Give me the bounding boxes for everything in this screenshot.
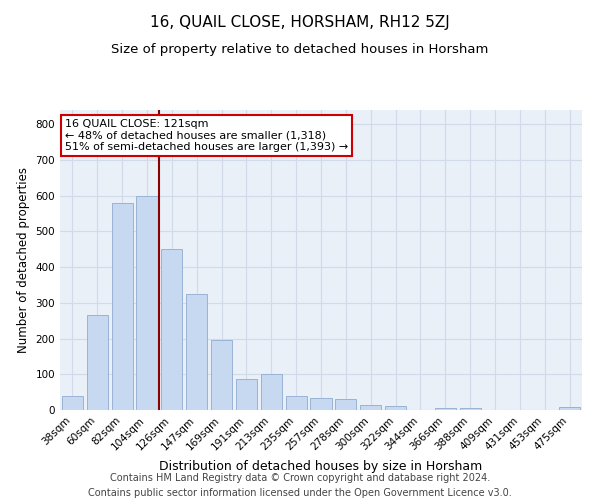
Y-axis label: Number of detached properties: Number of detached properties bbox=[17, 167, 30, 353]
Bar bbox=[186, 294, 207, 410]
Bar bbox=[385, 406, 406, 410]
Bar bbox=[161, 250, 182, 410]
Bar bbox=[236, 378, 257, 410]
X-axis label: Distribution of detached houses by size in Horsham: Distribution of detached houses by size … bbox=[160, 460, 482, 473]
Bar bbox=[112, 203, 133, 410]
Text: 16 QUAIL CLOSE: 121sqm
← 48% of detached houses are smaller (1,318)
51% of semi-: 16 QUAIL CLOSE: 121sqm ← 48% of detached… bbox=[65, 119, 349, 152]
Bar bbox=[87, 316, 108, 410]
Text: Size of property relative to detached houses in Horsham: Size of property relative to detached ho… bbox=[112, 42, 488, 56]
Bar bbox=[261, 374, 282, 410]
Bar bbox=[136, 196, 158, 410]
Bar bbox=[335, 398, 356, 410]
Bar bbox=[435, 408, 456, 410]
Bar bbox=[62, 396, 83, 410]
Bar bbox=[310, 398, 332, 410]
Bar bbox=[460, 408, 481, 410]
Bar bbox=[559, 407, 580, 410]
Bar bbox=[286, 396, 307, 410]
Text: Contains HM Land Registry data © Crown copyright and database right 2024.
Contai: Contains HM Land Registry data © Crown c… bbox=[88, 472, 512, 498]
Bar bbox=[360, 406, 381, 410]
Text: 16, QUAIL CLOSE, HORSHAM, RH12 5ZJ: 16, QUAIL CLOSE, HORSHAM, RH12 5ZJ bbox=[150, 15, 450, 30]
Bar bbox=[211, 340, 232, 410]
